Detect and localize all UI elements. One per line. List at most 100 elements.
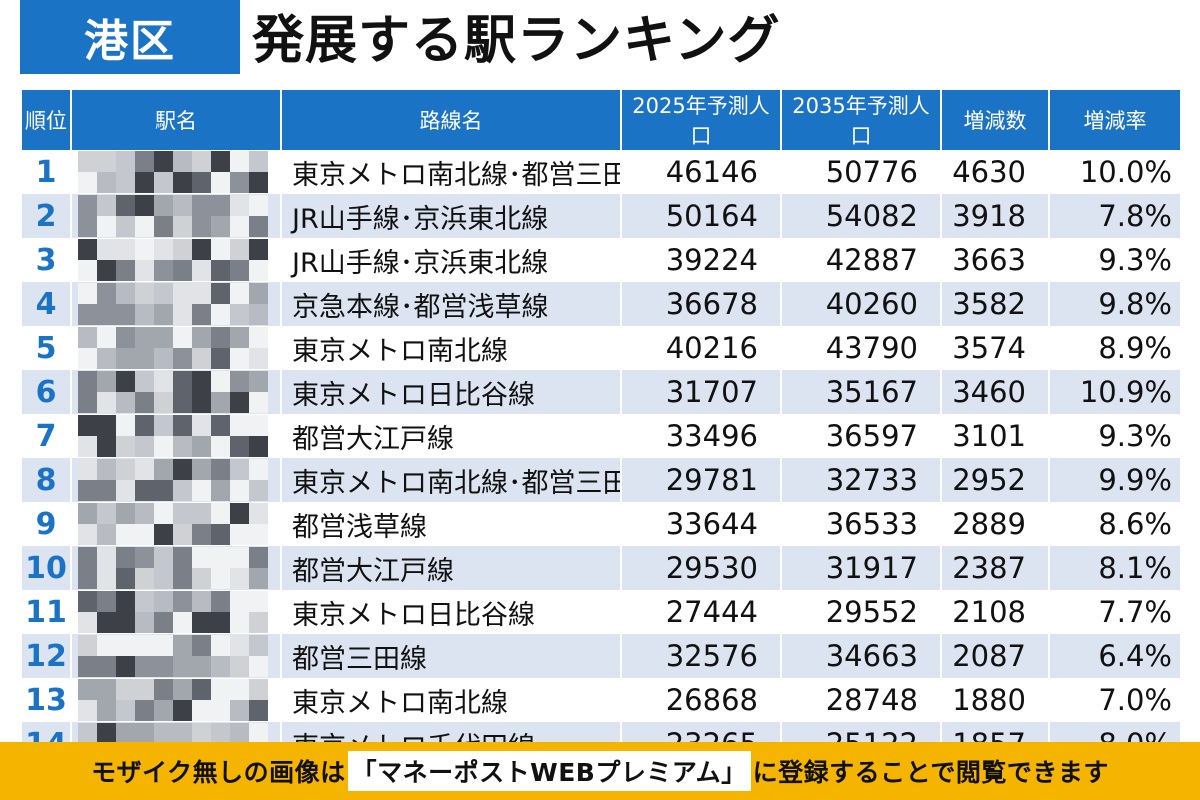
rate-cell: 9.8% — [1048, 282, 1182, 326]
line-cell: 東京メトロ南北線 — [280, 326, 622, 370]
rate-cell: 7.0% — [1048, 678, 1182, 722]
rate-cell: 10.9% — [1048, 370, 1182, 414]
pop-2025-cell: 29781 — [620, 458, 782, 502]
pop-2035-cell: 40260 — [780, 282, 942, 326]
station-name-cell — [70, 502, 282, 546]
station-name-mosaic — [78, 547, 268, 589]
station-name-mosaic — [78, 679, 268, 721]
pop-2025-cell: 33644 — [620, 502, 782, 546]
line-cell: 東京メトロ日比谷線 — [280, 590, 622, 634]
line-cell: JR山手線･京浜東北線 — [280, 194, 622, 238]
pop-2035-cell: 50776 — [780, 150, 942, 194]
diff-cell: 1880 — [940, 678, 1050, 722]
diff-cell: 2387 — [940, 546, 1050, 590]
station-name-cell — [70, 414, 282, 458]
pop-2025-cell: 27444 — [620, 590, 782, 634]
pop-2025-cell: 31707 — [620, 370, 782, 414]
line-cell: 都営浅草線 — [280, 502, 622, 546]
rank-cell: 9 — [20, 502, 72, 546]
pop-2035-cell: 34663 — [780, 634, 942, 678]
rank-cell: 2 — [20, 194, 72, 238]
table-row: 3 JR山手線･京浜東北線 39224 42887 3663 9.3% — [20, 238, 1182, 282]
table-row: 12 都営三田線 32576 34663 2087 6.4% — [20, 634, 1182, 678]
station-name-mosaic — [78, 151, 268, 193]
pop-2025-cell: 46146 — [620, 150, 782, 194]
station-name-mosaic — [78, 371, 268, 413]
column-header-pop-2035: 2035年予測人口 — [780, 90, 942, 150]
rate-cell: 9.3% — [1048, 238, 1182, 282]
line-cell: 東京メトロ南北線･都営三田線 — [280, 150, 622, 194]
station-name-cell — [70, 150, 282, 194]
pop-2035-cell: 31917 — [780, 546, 942, 590]
header: 港区 発展する駅ランキング — [0, 0, 1200, 90]
footer-banner: モザイク無しの画像は 「マネーポストWEBプレミアム」 に登録することで閲覧でき… — [0, 742, 1200, 800]
station-name-cell — [70, 590, 282, 634]
line-cell: 東京メトロ南北線 — [280, 678, 622, 722]
rate-cell: 9.3% — [1048, 414, 1182, 458]
pop-2025-cell: 33496 — [620, 414, 782, 458]
rate-cell: 7.8% — [1048, 194, 1182, 238]
rank-cell: 1 — [20, 150, 72, 194]
rank-cell: 7 — [20, 414, 72, 458]
diff-cell: 2108 — [940, 590, 1050, 634]
line-cell: 都営大江戸線 — [280, 414, 622, 458]
diff-cell: 3460 — [940, 370, 1050, 414]
pop-2025-cell: 39224 — [620, 238, 782, 282]
rank-cell: 10 — [20, 546, 72, 590]
diff-cell: 3663 — [940, 238, 1050, 282]
pop-2025-cell: 32576 — [620, 634, 782, 678]
pop-2025-cell: 36678 — [620, 282, 782, 326]
station-name-cell — [70, 458, 282, 502]
pop-2035-cell: 29552 — [780, 590, 942, 634]
premium-link[interactable]: 「マネーポストWEBプレミアム」 — [347, 751, 751, 791]
station-name-mosaic — [78, 635, 268, 677]
pop-2035-cell: 36533 — [780, 502, 942, 546]
station-name-mosaic — [78, 283, 268, 325]
rate-cell: 8.9% — [1048, 326, 1182, 370]
diff-cell: 2087 — [940, 634, 1050, 678]
table-row: 5 東京メトロ南北線 40216 43790 3574 8.9% — [20, 326, 1182, 370]
station-name-cell — [70, 370, 282, 414]
diff-cell: 3918 — [940, 194, 1050, 238]
station-name-mosaic — [78, 239, 268, 281]
station-name-mosaic — [78, 327, 268, 369]
pop-2025-cell: 40216 — [620, 326, 782, 370]
ranking-table: 順位 駅名 路線名 2025年予測人口 2035年予測人口 増減数 増減率 1 東… — [20, 90, 1182, 766]
column-header-station: 駅名 — [70, 90, 282, 150]
line-cell: 東京メトロ南北線･都営三田線 — [280, 458, 622, 502]
pop-2025-cell: 26868 — [620, 678, 782, 722]
rate-cell: 8.6% — [1048, 502, 1182, 546]
diff-cell: 2952 — [940, 458, 1050, 502]
pop-2025-cell: 29530 — [620, 546, 782, 590]
table-header-row: 順位 駅名 路線名 2025年予測人口 2035年予測人口 増減数 増減率 — [20, 90, 1182, 150]
rate-cell: 9.9% — [1048, 458, 1182, 502]
station-name-mosaic — [78, 591, 268, 633]
station-name-cell — [70, 238, 282, 282]
line-cell: 都営三田線 — [280, 634, 622, 678]
pop-2035-cell: 28748 — [780, 678, 942, 722]
pop-2035-cell: 32733 — [780, 458, 942, 502]
rank-cell: 13 — [20, 678, 72, 722]
pop-2035-cell: 43790 — [780, 326, 942, 370]
table-row: 1 東京メトロ南北線･都営三田線 46146 50776 4630 10.0% — [20, 150, 1182, 194]
table-row: 9 都営浅草線 33644 36533 2889 8.6% — [20, 502, 1182, 546]
diff-cell: 3574 — [940, 326, 1050, 370]
line-cell: 京急本線･都営浅草線 — [280, 282, 622, 326]
pop-2035-cell: 54082 — [780, 194, 942, 238]
rank-cell: 3 — [20, 238, 72, 282]
rank-cell: 12 — [20, 634, 72, 678]
station-name-cell — [70, 326, 282, 370]
rate-cell: 7.7% — [1048, 590, 1182, 634]
rank-cell: 11 — [20, 590, 72, 634]
table-row: 4 京急本線･都営浅草線 36678 40260 3582 9.8% — [20, 282, 1182, 326]
station-name-mosaic — [78, 415, 268, 457]
column-header-rank: 順位 — [20, 90, 72, 150]
table-row: 10 都営大江戸線 29530 31917 2387 8.1% — [20, 546, 1182, 590]
pop-2035-cell: 36597 — [780, 414, 942, 458]
table-row: 6 東京メトロ日比谷線 31707 35167 3460 10.9% — [20, 370, 1182, 414]
diff-cell: 3582 — [940, 282, 1050, 326]
pop-2035-cell: 35167 — [780, 370, 942, 414]
station-name-cell — [70, 282, 282, 326]
station-name-mosaic — [78, 503, 268, 545]
station-name-mosaic — [78, 459, 268, 501]
